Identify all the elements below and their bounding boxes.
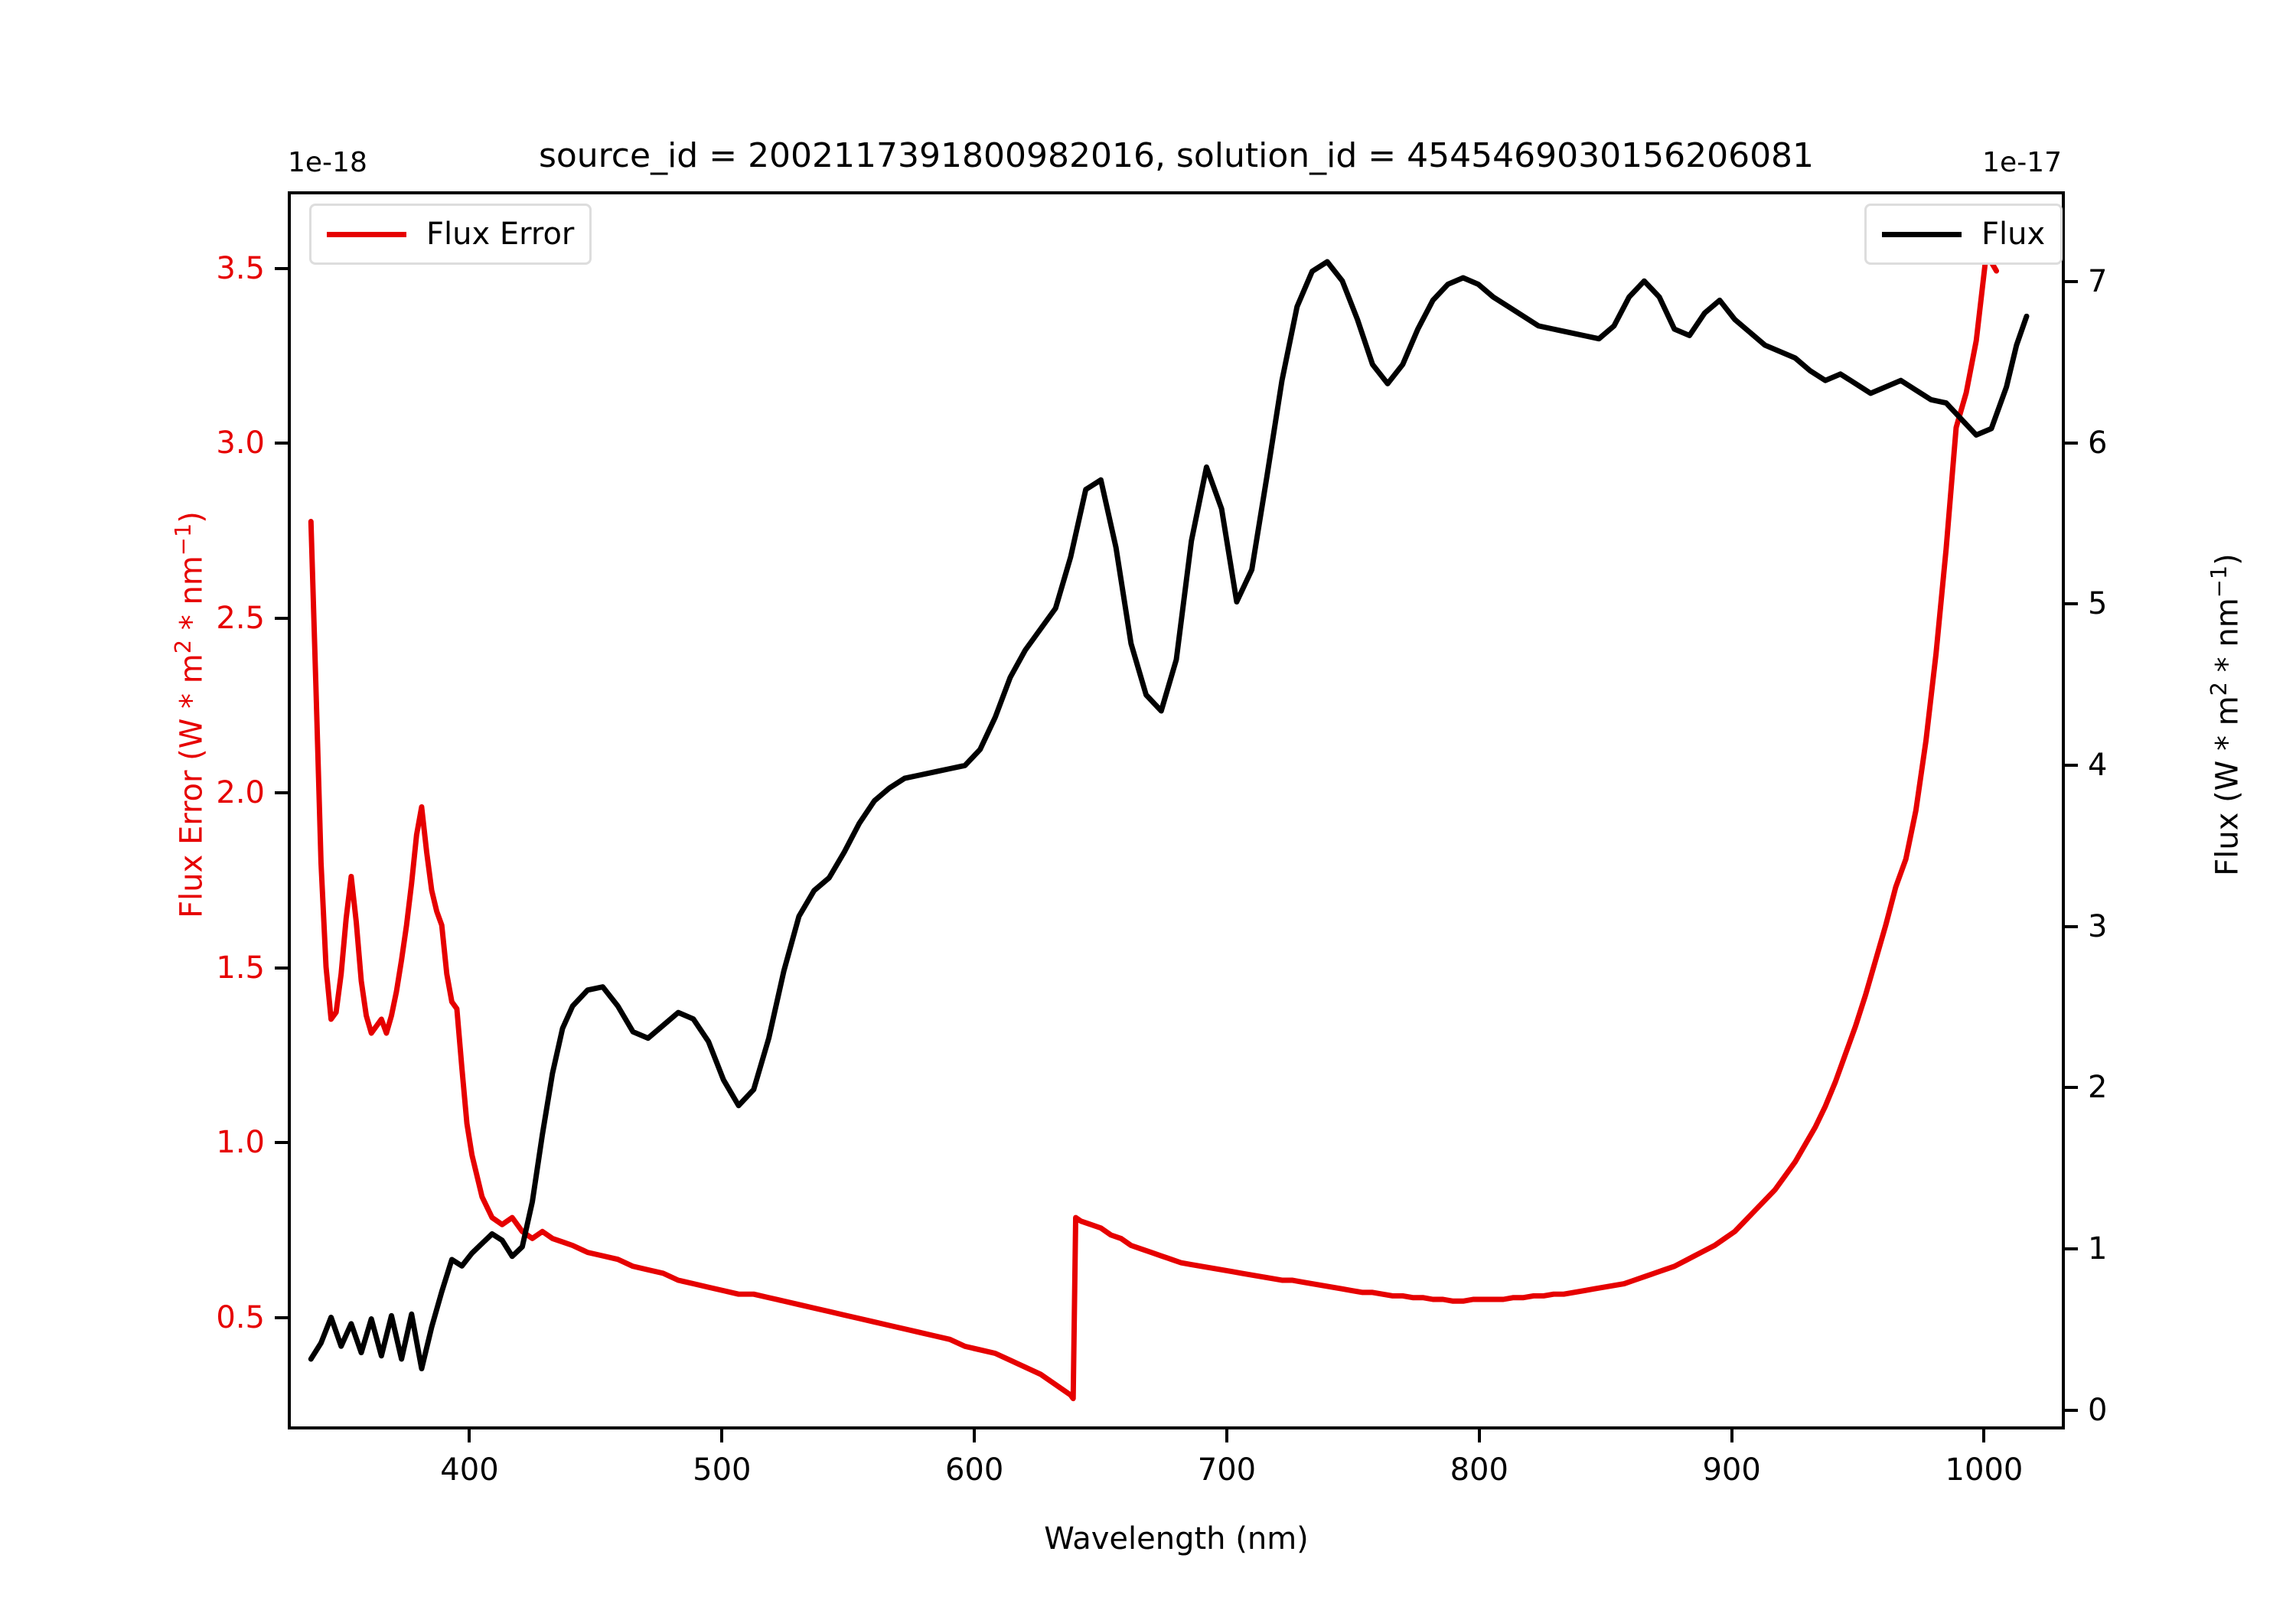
right-y-tick-label-1: 1 — [2088, 1231, 2108, 1267]
legend-label-flux-error: Flux Error — [426, 217, 575, 252]
right-y-tick-mark-6 — [2065, 441, 2078, 445]
left-axis-offset-label: 1e-18 — [288, 147, 367, 178]
x-tick-label-1000: 1000 — [1945, 1452, 2024, 1488]
x-tick-mark-400 — [468, 1429, 471, 1442]
left-ylabel-sup-2: −1 — [170, 523, 196, 556]
right-y-tick-label-4: 4 — [2088, 748, 2108, 783]
left-y-tick-label-1.5: 1.5 — [216, 950, 265, 986]
right-y-tick-label-3: 3 — [2088, 908, 2108, 944]
right-y-tick-mark-5 — [2065, 602, 2078, 606]
left-y-tick-mark-2.0 — [275, 791, 288, 795]
left-ylabel-mid: * nm — [174, 556, 210, 640]
right-y-tick-label-2: 2 — [2088, 1070, 2108, 1106]
left-y-tick-mark-1.5 — [275, 966, 288, 970]
right-y-axis-label: Flux (W * m2 * nm−1) — [2206, 92, 2245, 1338]
right-y-tick-mark-1 — [2065, 1247, 2078, 1251]
flux-curve — [308, 259, 2030, 1372]
x-tick-label-400: 400 — [440, 1452, 499, 1488]
x-axis-label: Wavelength (nm) — [1044, 1521, 1309, 1556]
right-ylabel-sup-1: 2 — [2206, 682, 2232, 696]
x-tick-mark-500 — [720, 1429, 724, 1442]
x-tick-label-700: 700 — [1197, 1452, 1257, 1488]
left-y-tick-label-3.0: 3.0 — [216, 425, 265, 461]
left-y-tick-label-2.0: 2.0 — [216, 775, 265, 811]
left-ylabel-post: ) — [174, 511, 210, 523]
right-y-tick-label-5: 5 — [2088, 586, 2108, 622]
x-tick-label-500: 500 — [693, 1452, 752, 1488]
right-y-tick-label-6: 6 — [2088, 425, 2108, 461]
x-tick-label-900: 900 — [1702, 1452, 1761, 1488]
left-y-tick-mark-3.5 — [275, 266, 288, 270]
x-tick-mark-1000 — [1982, 1429, 1986, 1442]
plot-title: source_id = 2002117391800982016, solutio… — [538, 136, 1815, 175]
right-ylabel-post: ) — [2210, 553, 2245, 566]
left-y-tick-mark-3.0 — [275, 442, 288, 445]
left-ylabel-pre: Flux Error (W * m — [174, 654, 210, 918]
x-tick-label-600: 600 — [944, 1452, 1004, 1488]
left-ylabel-sup-1: 2 — [170, 639, 196, 654]
left-y-tick-label-1.0: 1.0 — [216, 1125, 265, 1161]
legend-swatch-flux-error — [327, 231, 406, 237]
x-tick-mark-900 — [1730, 1429, 1733, 1442]
left-y-tick-mark-1.0 — [275, 1141, 288, 1145]
left-y-axis-label: Flux Error (W * m2 * nm−1) — [170, 92, 209, 1338]
curves-svg — [308, 250, 2030, 1402]
right-y-tick-mark-0 — [2065, 1408, 2078, 1412]
legend-swatch-flux — [1882, 231, 1962, 237]
right-y-tick-mark-3 — [2065, 924, 2078, 928]
legend-flux-error[interactable]: Flux Error — [309, 204, 592, 265]
right-ylabel-sup-2: −1 — [2206, 565, 2232, 598]
right-y-tick-label-0: 0 — [2088, 1392, 2108, 1428]
right-axis-offset-label: 1e-17 — [1982, 147, 2062, 178]
right-y-tick-mark-4 — [2065, 764, 2078, 767]
left-y-tick-label-2.5: 2.5 — [216, 600, 265, 636]
x-tick-mark-700 — [1225, 1429, 1228, 1442]
right-ylabel-mid: * nm — [2210, 598, 2245, 683]
left-y-tick-mark-0.5 — [275, 1315, 288, 1319]
right-y-tick-mark-7 — [2065, 279, 2078, 283]
right-y-tick-label-7: 7 — [2088, 263, 2108, 299]
legend-flux[interactable]: Flux — [1864, 204, 2063, 265]
left-y-tick-label-0.5: 0.5 — [216, 1299, 265, 1335]
left-y-tick-mark-2.5 — [275, 616, 288, 620]
right-ylabel-pre: Flux (W * m — [2210, 696, 2245, 876]
x-tick-mark-600 — [973, 1429, 977, 1442]
right-y-tick-mark-2 — [2065, 1086, 2078, 1090]
x-tick-label-800: 800 — [1450, 1452, 1508, 1488]
flux-error-curve — [308, 250, 2000, 1402]
legend-label-flux: Flux — [1981, 217, 2046, 252]
left-y-tick-label-3.5: 3.5 — [216, 250, 265, 286]
x-tick-mark-800 — [1477, 1429, 1481, 1442]
plot-area — [288, 191, 2065, 1429]
